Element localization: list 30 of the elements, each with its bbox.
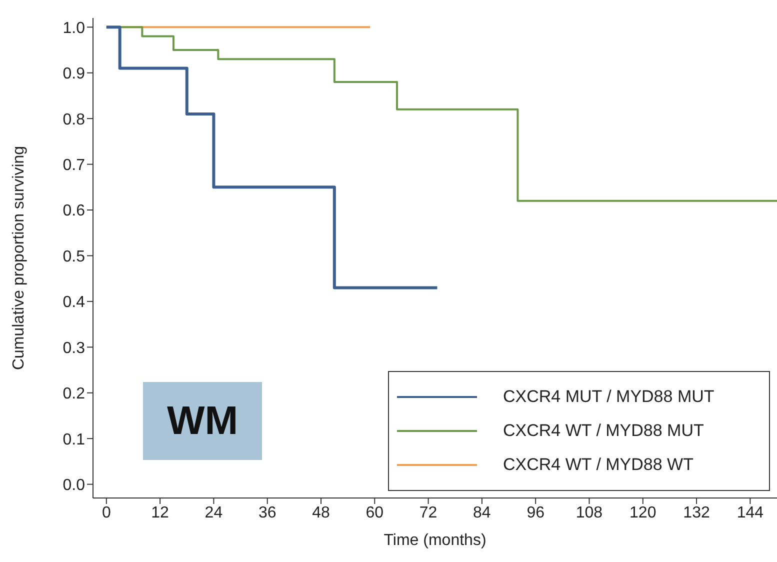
y-tick-label: 0.1 bbox=[62, 431, 86, 448]
legend-label: CXCR4 WT / MYD88 MUT bbox=[503, 421, 704, 441]
x-tick-label: 120 bbox=[630, 504, 656, 522]
x-tick-label: 144 bbox=[736, 504, 764, 522]
y-tick-label: 0.6 bbox=[62, 202, 86, 220]
y-tick-label: 0.7 bbox=[62, 156, 86, 174]
y-tick-label: 0.5 bbox=[62, 248, 86, 266]
legend-label: CXCR4 WT / MYD88 WT bbox=[503, 455, 694, 475]
y-tick-label: 0.8 bbox=[62, 111, 86, 128]
x-tick-label: 48 bbox=[312, 504, 330, 522]
x-tick-label: 132 bbox=[683, 504, 710, 522]
y-tick-label: 0.4 bbox=[62, 294, 86, 312]
x-tick-label: 36 bbox=[258, 504, 276, 522]
y-tick-label: 0.0 bbox=[62, 476, 86, 494]
x-axis-title: Time (months) bbox=[384, 532, 486, 549]
y-tick-label: 0.3 bbox=[62, 340, 86, 357]
x-tick-label: 84 bbox=[473, 504, 491, 522]
x-tick-label: 12 bbox=[151, 504, 170, 522]
annotation: WM bbox=[143, 382, 262, 460]
y-tick-label: 1.0 bbox=[62, 20, 86, 37]
y-axis-title: Cumulative proportion surviving bbox=[10, 146, 28, 370]
legend-label: CXCR4 MUT / MYD88 MUT bbox=[503, 387, 714, 407]
x-tick-label: 96 bbox=[526, 504, 545, 522]
x-tick-label: 72 bbox=[419, 504, 438, 522]
y-tick-label: 0.2 bbox=[62, 386, 86, 403]
x-tick-label: 0 bbox=[102, 504, 111, 522]
x-tick-label: 108 bbox=[576, 504, 603, 522]
y-tick-label: 0.9 bbox=[62, 66, 86, 83]
x-tick-label: 60 bbox=[366, 504, 384, 522]
x-tick-label: 24 bbox=[204, 504, 223, 522]
